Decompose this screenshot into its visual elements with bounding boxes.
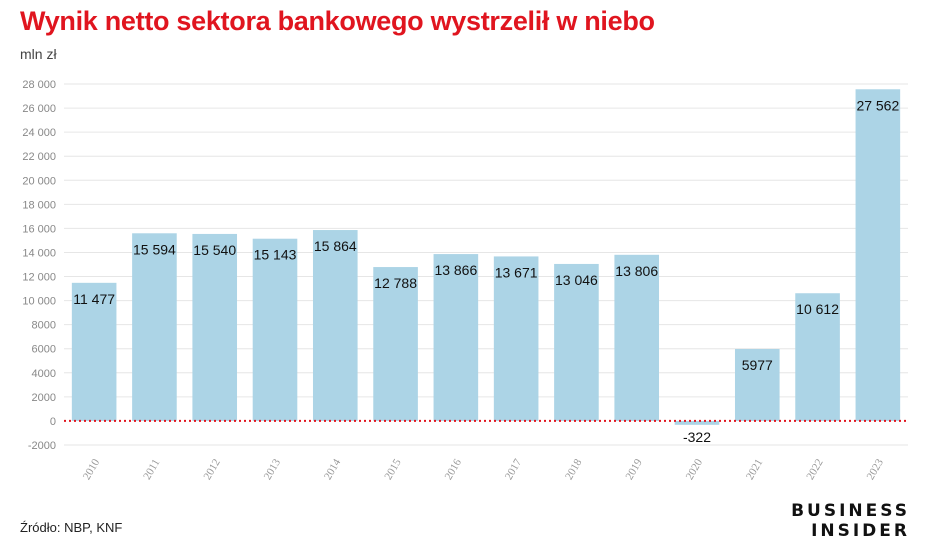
bar bbox=[795, 293, 840, 421]
x-tick-label: 2021 bbox=[744, 457, 765, 482]
y-tick-label: 4000 bbox=[32, 368, 56, 380]
bar bbox=[855, 89, 901, 421]
bar bbox=[312, 230, 358, 421]
brand-line-insider: INSIDER bbox=[811, 521, 910, 541]
y-tick-label: 18 000 bbox=[22, 199, 56, 211]
y-tick-label: 8000 bbox=[32, 320, 56, 332]
x-tick-label: 2014 bbox=[322, 457, 344, 482]
x-tick-label: 2022 bbox=[804, 457, 825, 482]
data-label: 13 671 bbox=[495, 264, 538, 280]
data-label: -322 bbox=[683, 429, 711, 445]
brand-line-business: BUSINESS bbox=[791, 501, 910, 521]
bar bbox=[252, 238, 298, 421]
y-tick-label: 6000 bbox=[32, 344, 56, 356]
x-tick-label: 2020 bbox=[684, 457, 706, 482]
y-tick-label: 20 000 bbox=[22, 175, 56, 187]
data-label: 13 866 bbox=[434, 262, 477, 278]
chart-title: Wynik netto sektora bankowego wystrzelił… bbox=[20, 6, 655, 36]
bar bbox=[554, 263, 599, 421]
bar bbox=[734, 349, 780, 421]
bar bbox=[614, 254, 660, 421]
x-tick-label: 2018 bbox=[563, 457, 585, 482]
x-tick-label: 2019 bbox=[623, 457, 645, 482]
bar bbox=[132, 233, 177, 421]
x-tick-label: 2023 bbox=[865, 457, 887, 482]
data-label: 15 540 bbox=[193, 242, 236, 258]
y-tick-label: 2000 bbox=[32, 392, 56, 404]
y-tick-label: 10 000 bbox=[22, 296, 56, 308]
bar bbox=[192, 233, 238, 421]
source-note: Źródło: NBP, KNF bbox=[20, 520, 123, 535]
data-label: 12 788 bbox=[374, 275, 417, 291]
y-tick-label: 16 000 bbox=[22, 223, 56, 235]
bar bbox=[674, 420, 720, 425]
y-axis-unit: mln zł bbox=[20, 46, 57, 62]
bar bbox=[433, 254, 479, 421]
y-tick-label: 22 000 bbox=[22, 151, 56, 163]
brand-logo: BUSINESS INSIDER bbox=[791, 501, 910, 541]
y-tick-label: 14 000 bbox=[22, 247, 56, 259]
data-label: 15 594 bbox=[133, 241, 176, 257]
data-label: 15 864 bbox=[314, 238, 357, 254]
x-tick-label: 2013 bbox=[262, 457, 284, 482]
data-label: 15 143 bbox=[254, 247, 297, 263]
y-tick-label: 26 000 bbox=[22, 103, 56, 115]
y-tick-label: 24 000 bbox=[22, 127, 56, 139]
y-tick-label: -2000 bbox=[28, 440, 56, 452]
data-label: 10 612 bbox=[796, 301, 839, 317]
x-tick-label: 2010 bbox=[81, 457, 103, 482]
bar bbox=[373, 267, 418, 421]
x-tick-label: 2015 bbox=[382, 457, 404, 482]
x-tick-label: 2012 bbox=[201, 457, 222, 482]
data-label: 5977 bbox=[742, 357, 773, 373]
data-label: 13 046 bbox=[555, 272, 598, 288]
x-tick-label: 2016 bbox=[443, 457, 465, 482]
y-tick-label: 0 bbox=[50, 416, 56, 428]
bar bbox=[71, 282, 117, 421]
bar bbox=[493, 256, 539, 421]
y-tick-label: 28 000 bbox=[22, 79, 56, 91]
data-label: 27 562 bbox=[856, 97, 899, 113]
y-tick-label: 12 000 bbox=[22, 272, 56, 284]
data-label: 13 806 bbox=[615, 263, 658, 279]
x-tick-label: 2011 bbox=[141, 457, 162, 482]
data-label: 11 477 bbox=[73, 291, 115, 307]
x-tick-label: 2017 bbox=[503, 457, 525, 482]
